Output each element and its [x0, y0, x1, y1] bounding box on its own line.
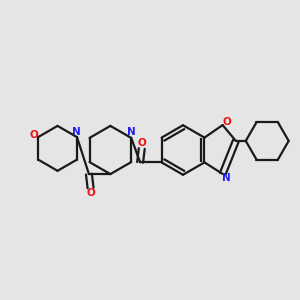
Text: O: O	[137, 138, 146, 148]
Text: O: O	[86, 188, 95, 198]
Text: N: N	[72, 127, 81, 136]
Text: N: N	[127, 127, 136, 137]
Text: O: O	[222, 117, 231, 128]
Text: O: O	[29, 130, 38, 140]
Text: N: N	[222, 173, 230, 183]
